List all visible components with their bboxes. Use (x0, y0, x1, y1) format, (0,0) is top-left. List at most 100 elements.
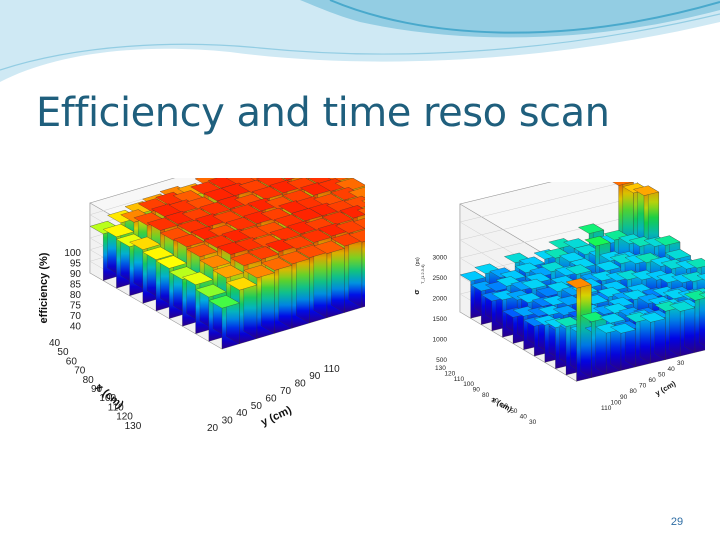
header-banner (0, 0, 720, 82)
bar-top-face (565, 264, 592, 275)
z-axis-title-subscript: T_{1.2.3.4} (420, 264, 425, 284)
bar-top-face (654, 235, 681, 246)
z-tick-label: 95 (70, 259, 82, 270)
y-tick-label: 70 (639, 383, 647, 390)
bar-top-face (348, 229, 365, 243)
z-tick-label: 70 (70, 311, 82, 322)
x-tick-label: 40 (520, 414, 528, 421)
bar (208, 295, 240, 350)
z-tick-label: 85 (70, 280, 82, 291)
y-axis-title: y (cm) (654, 379, 678, 398)
bar-top-face (612, 182, 634, 186)
z-tick-label: 90 (70, 269, 82, 280)
z-tick-label: 1000 (433, 337, 448, 344)
tick-labels: 5001000150020002500300013012011010090807… (433, 255, 685, 427)
bar (703, 291, 705, 293)
bar-top-face (681, 271, 705, 282)
z-tick-label: 2500 (433, 275, 448, 282)
x-tick-label: 60 (501, 403, 509, 410)
bar-top-face (565, 278, 592, 289)
x-tick-label: 40 (49, 338, 61, 349)
bar-top-face (334, 178, 365, 191)
y-tick-label: 50 (251, 401, 263, 412)
efficiency-lego-plot: 1009590858075704040506070809010011012013… (38, 178, 365, 434)
y-tick-label: 30 (222, 416, 234, 427)
bar (260, 257, 293, 334)
x-axis-title: x (cm) (490, 395, 514, 414)
y-tick-label: 40 (236, 408, 248, 419)
bar-top-face (282, 178, 296, 181)
y-tick-label: 80 (295, 379, 307, 390)
bar-top-face (686, 258, 705, 269)
x-tick-label: 120 (444, 370, 455, 377)
y-axis-title: y (cm) (259, 404, 294, 429)
z-axis-title: efficiency (%) (38, 252, 50, 323)
y-tick-label: 30 (677, 360, 685, 367)
x-tick-label: 60 (66, 356, 78, 367)
bar (669, 301, 696, 357)
x-tick-label: 90 (91, 384, 103, 395)
z-tick-label: 40 (70, 322, 82, 333)
bar (348, 229, 365, 308)
x-tick-label: 50 (510, 408, 518, 415)
bar (243, 264, 275, 339)
bar-top-face (633, 185, 660, 196)
bar-top-face (599, 313, 626, 324)
x-tick-label: 80 (482, 392, 490, 399)
bar (361, 199, 365, 203)
bar-top-face (584, 236, 611, 247)
z-tick-label: 75 (70, 301, 82, 312)
bar-top-face (578, 223, 605, 234)
bar-side-face (699, 290, 705, 347)
bar-front-face (361, 241, 365, 308)
bar-side-face (595, 311, 607, 375)
y-tick-label: 90 (309, 371, 321, 382)
y-tick-label: 100 (611, 399, 622, 406)
y-tick-label: 80 (630, 388, 638, 395)
y-tick-label: 70 (280, 386, 292, 397)
z-tick-label: 100 (64, 248, 81, 259)
bar (684, 290, 705, 353)
bar (654, 301, 681, 360)
slide-title: Efficiency and time reso scan (36, 90, 610, 136)
x-tick-label: 100 (463, 381, 474, 388)
z-axis-title: σ (412, 289, 421, 294)
z-tick-label: 80 (70, 290, 82, 301)
y-tick-label: 60 (265, 393, 277, 404)
bar (698, 292, 705, 298)
y-tick-label: 20 (207, 423, 219, 434)
z-tick-label: 2000 (433, 296, 448, 303)
y-tick-label: 50 (658, 371, 666, 378)
bars (459, 182, 705, 382)
page-number: 29 (670, 516, 684, 528)
banner-wave-dark (329, 0, 720, 34)
x-tick-label: 80 (83, 375, 95, 386)
bar (624, 312, 651, 368)
x-tick-label: 120 (116, 412, 133, 423)
x-tick-label: 110 (454, 376, 465, 383)
x-tick-label: 30 (529, 419, 537, 426)
bars (89, 178, 365, 350)
bar-top-face (698, 292, 705, 298)
y-tick-label: 110 (601, 405, 612, 412)
tick-labels: 1009590858075704040506070809010011012013… (49, 248, 340, 434)
z-tick-label: 1500 (433, 316, 448, 323)
y-tick-label: 110 (324, 364, 340, 375)
bar-top-face (361, 199, 365, 203)
x-tick-label: 90 (473, 387, 481, 394)
x-tick-label: 50 (57, 347, 69, 358)
bar-top-face (684, 290, 705, 301)
bar (357, 207, 365, 215)
bar-top-face (696, 273, 705, 281)
bar (330, 233, 363, 313)
bar-top-face (343, 195, 365, 210)
banner-wave-line (0, 13, 720, 71)
bar (278, 250, 310, 329)
y-tick-label: 40 (668, 366, 676, 373)
bar (352, 218, 365, 229)
bar-top-face (352, 218, 365, 229)
z-axis-unit: (ps) (415, 257, 421, 266)
y-tick-label: 60 (649, 377, 657, 384)
banner-wave-mid (300, 0, 720, 38)
